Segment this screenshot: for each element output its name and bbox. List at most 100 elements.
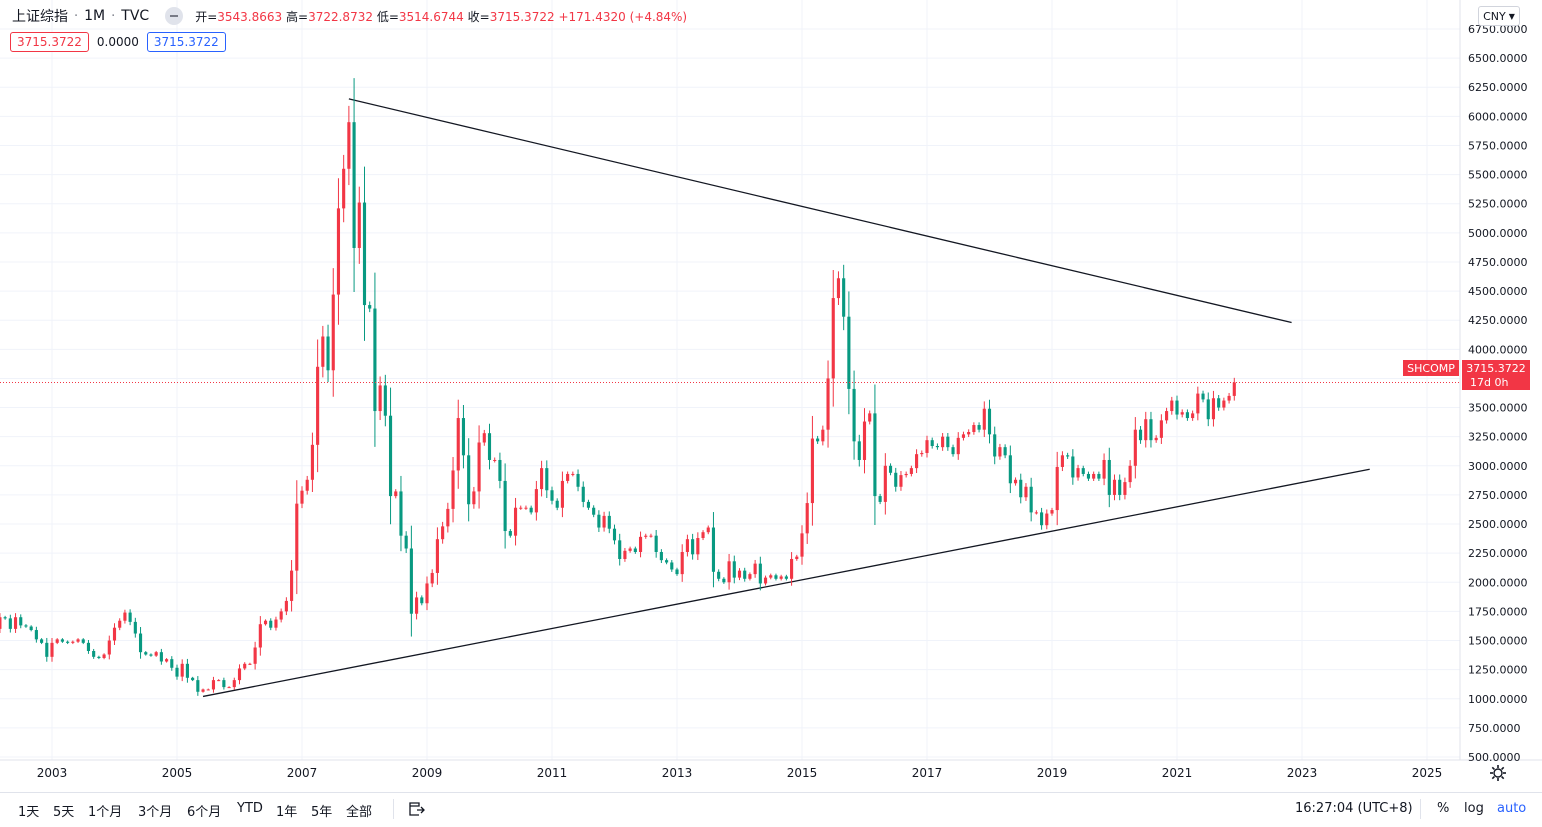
- price-tick-label: 5750.0000: [1468, 139, 1528, 152]
- candle-body: [300, 490, 304, 504]
- candle-body: [1040, 512, 1044, 526]
- candle-body: [295, 503, 299, 571]
- candle-body: [336, 208, 341, 295]
- timeframe-1d-button[interactable]: 1天: [18, 805, 40, 820]
- candle-body: [727, 561, 731, 583]
- percent-scale-button[interactable]: %: [1437, 801, 1450, 816]
- candle-body: [784, 576, 788, 579]
- candle-body: [1211, 398, 1216, 420]
- candle-body: [1092, 473, 1096, 479]
- candle-body: [232, 680, 236, 688]
- candle-body: [836, 278, 841, 299]
- candle-body: [1201, 393, 1205, 400]
- candle-body: [326, 336, 330, 371]
- candle-body: [581, 486, 585, 502]
- candle-body: [227, 687, 231, 689]
- timeframe-1m-button[interactable]: 1个月: [88, 805, 123, 820]
- symbol-interval[interactable]: 1M: [84, 8, 106, 24]
- candle-body: [790, 558, 794, 579]
- candle-body: [170, 659, 174, 668]
- candle-body: [1206, 399, 1210, 420]
- candle-body: [1066, 455, 1070, 457]
- value-badge-mid: 0.0000: [96, 35, 139, 49]
- candle-body: [425, 583, 429, 604]
- time-axis[interactable]: 2003 2005 2007 2009 2011 2013 2015 2017 2019 2021…: [37, 766, 1443, 780]
- candle-body: [998, 447, 1002, 457]
- auto-scale-button[interactable]: auto: [1497, 801, 1527, 816]
- candle-body: [430, 572, 434, 584]
- candle-body: [1123, 482, 1127, 495]
- candle-body: [894, 472, 898, 487]
- time-tick-label: 2003: [37, 766, 68, 780]
- ohlc-values: 开=3543.8663 高=3722.8732 低=3514.6744 收=37…: [195, 9, 688, 24]
- trendline: [348, 98, 1292, 324]
- high-value: 3722.8732: [308, 9, 373, 24]
- settings-gear-icon[interactable]: [1489, 764, 1507, 782]
- candle-body: [717, 571, 721, 579]
- candle-body: [40, 639, 44, 643]
- change-value: +171.4320: [558, 9, 626, 24]
- clock-readout[interactable]: 16:27:04 (UTC+8): [1295, 801, 1413, 816]
- candle-body: [29, 626, 33, 631]
- candle-body: [1222, 400, 1226, 408]
- candle-body: [185, 663, 189, 678]
- candle-body: [560, 480, 564, 508]
- candle-body: [607, 515, 611, 529]
- price-tick-label: 500.0000: [1468, 751, 1521, 764]
- timeframe-ytd-button[interactable]: YTD: [237, 801, 263, 816]
- time-tick-label: 2007: [287, 766, 318, 780]
- price-tag-value: 3715.3722: [1466, 362, 1526, 375]
- candle-body: [909, 468, 913, 474]
- price-tag-value-bg: [1462, 360, 1530, 390]
- log-scale-button[interactable]: log: [1464, 801, 1484, 816]
- date-range-icon[interactable]: [408, 801, 426, 817]
- time-tick-label: 2009: [412, 766, 443, 780]
- candle-body: [753, 563, 757, 575]
- time-tick-label: 2019: [1037, 766, 1068, 780]
- currency-selector[interactable]: CNY ▼: [1478, 6, 1520, 26]
- low-label: 低: [376, 9, 389, 24]
- candle-body: [446, 508, 450, 527]
- timeframe-all-button[interactable]: 全部: [346, 805, 373, 820]
- candle-body: [920, 452, 924, 455]
- candle-body: [586, 501, 591, 508]
- candle-body: [711, 527, 716, 572]
- candle-body: [967, 432, 971, 435]
- candle-body: [1159, 420, 1163, 438]
- candle-body: [1133, 429, 1137, 466]
- candle-body: [618, 540, 622, 559]
- timeframe-6m-button[interactable]: 6个月: [187, 805, 222, 820]
- candle-body: [175, 667, 179, 677]
- price-axis[interactable]: 500.0000 750.0000 1000.0000 1250.0000 1500.0…: [1468, 23, 1528, 764]
- candle-body: [310, 444, 314, 480]
- candle-body: [1055, 466, 1059, 511]
- candle-body: [211, 680, 216, 690]
- candle-body: [165, 659, 169, 662]
- timeframe-5d-button[interactable]: 5天: [53, 805, 75, 820]
- candle-body: [956, 437, 960, 455]
- price-tick-label: 2500.0000: [1468, 518, 1528, 531]
- candle-body: [1175, 400, 1179, 415]
- candle-body: [555, 500, 559, 508]
- candle-body: [477, 442, 481, 492]
- candle-body: [665, 560, 669, 563]
- price-tick-label: 6500.0000: [1468, 52, 1528, 65]
- time-tick-label: 2017: [912, 766, 943, 780]
- candle-body: [201, 689, 205, 692]
- candle-body: [524, 507, 528, 509]
- timeframe-5y-button[interactable]: 5年: [311, 805, 333, 820]
- candle-body: [191, 677, 195, 681]
- candle-body: [1102, 459, 1106, 479]
- hide-legend-icon[interactable]: [165, 7, 184, 25]
- timeframe-1y-button[interactable]: 1年: [276, 805, 298, 820]
- candle-body: [769, 575, 773, 578]
- candle-body: [279, 611, 283, 620]
- candle-body: [19, 617, 23, 626]
- candle-body: [763, 577, 768, 584]
- symbol-name[interactable]: 上证综指: [12, 9, 68, 25]
- candle-body: [138, 633, 143, 653]
- indicator-badges: 3715.3722 0.0000 3715.3722: [10, 32, 226, 52]
- candle-body: [290, 570, 294, 601]
- timeframe-3m-button[interactable]: 3个月: [138, 805, 173, 820]
